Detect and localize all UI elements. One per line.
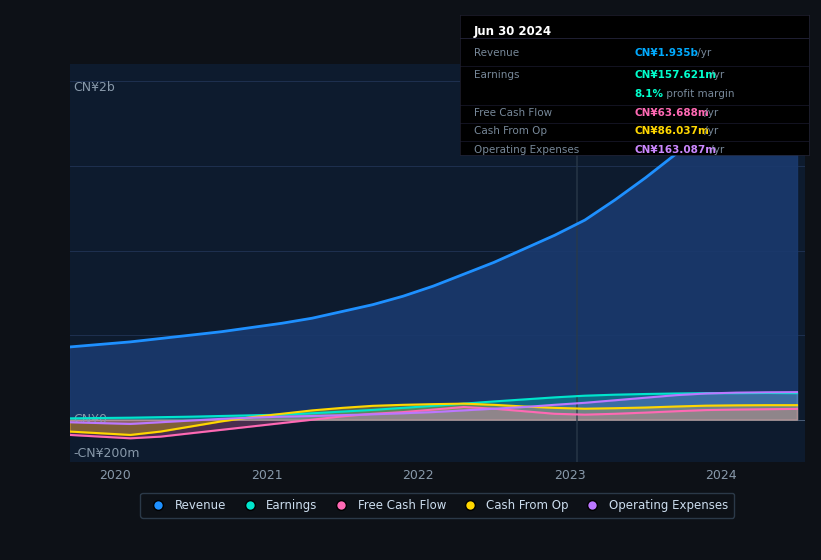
Text: Revenue: Revenue: [474, 48, 519, 58]
Text: /yr: /yr: [707, 71, 724, 80]
Text: Operating Expenses: Operating Expenses: [474, 144, 579, 155]
Text: 8.1%: 8.1%: [635, 88, 663, 99]
Text: /yr: /yr: [700, 108, 718, 118]
Text: -CN¥200m: -CN¥200m: [73, 447, 140, 460]
Text: CN¥86.037m: CN¥86.037m: [635, 127, 709, 136]
Text: Earnings: Earnings: [474, 71, 519, 80]
Text: /yr: /yr: [695, 48, 712, 58]
Text: CN¥0: CN¥0: [73, 413, 108, 426]
Legend: Revenue, Earnings, Free Cash Flow, Cash From Op, Operating Expenses: Revenue, Earnings, Free Cash Flow, Cash …: [140, 493, 734, 518]
Text: Free Cash Flow: Free Cash Flow: [474, 108, 552, 118]
Text: Jun 30 2024: Jun 30 2024: [474, 25, 552, 38]
Text: /yr: /yr: [707, 144, 724, 155]
Text: /yr: /yr: [700, 127, 718, 136]
Text: CN¥163.087m: CN¥163.087m: [635, 144, 717, 155]
Text: CN¥63.688m: CN¥63.688m: [635, 108, 709, 118]
Text: CN¥157.621m: CN¥157.621m: [635, 71, 717, 80]
Text: CN¥2b: CN¥2b: [73, 81, 115, 94]
Text: CN¥1.935b: CN¥1.935b: [635, 48, 698, 58]
Text: profit margin: profit margin: [663, 88, 734, 99]
Text: Cash From Op: Cash From Op: [474, 127, 547, 136]
